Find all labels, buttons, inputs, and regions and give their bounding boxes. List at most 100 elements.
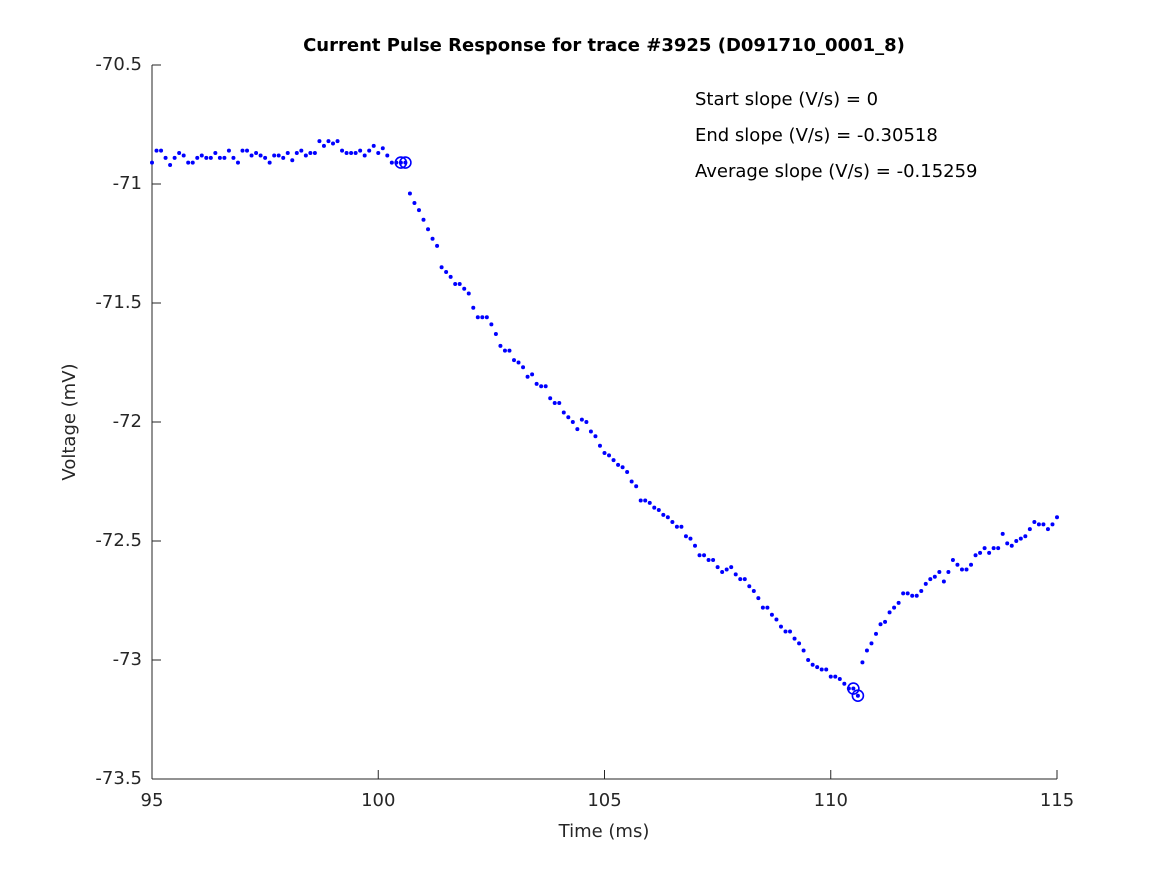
point	[883, 619, 888, 624]
point	[534, 381, 539, 386]
point	[281, 155, 286, 160]
point	[570, 420, 575, 424]
point	[815, 665, 820, 670]
point	[620, 465, 625, 470]
point	[557, 400, 562, 405]
point	[751, 588, 756, 593]
point	[941, 579, 946, 584]
point	[987, 550, 992, 555]
point	[407, 191, 412, 196]
point	[661, 512, 666, 517]
point	[950, 558, 955, 563]
point	[616, 462, 621, 467]
point	[819, 667, 824, 672]
point	[932, 574, 937, 579]
point	[154, 148, 159, 153]
point	[634, 484, 639, 489]
point	[597, 443, 602, 448]
point	[783, 629, 788, 634]
point	[358, 148, 363, 153]
point	[267, 160, 272, 165]
point	[1014, 539, 1019, 543]
point	[923, 581, 928, 586]
point	[842, 681, 847, 686]
point	[254, 151, 259, 156]
point	[878, 622, 883, 627]
x-tick-label: 95	[141, 790, 164, 811]
x-tick-label: 110	[814, 790, 848, 811]
point	[317, 139, 322, 144]
point	[797, 641, 802, 646]
point	[276, 153, 281, 158]
point	[539, 384, 544, 389]
point	[168, 162, 173, 167]
point	[416, 208, 421, 213]
point	[625, 469, 630, 474]
point	[208, 155, 213, 160]
point	[901, 591, 906, 596]
point	[629, 479, 634, 484]
point	[702, 553, 707, 558]
point	[340, 148, 345, 153]
point	[516, 360, 521, 365]
point	[240, 148, 245, 153]
point	[181, 153, 186, 158]
point	[955, 562, 960, 567]
point	[466, 291, 471, 296]
point	[788, 629, 793, 634]
point	[299, 148, 304, 153]
y-tick-label: -72.5	[95, 530, 142, 551]
point	[331, 141, 335, 146]
point	[697, 553, 702, 558]
point	[312, 151, 317, 156]
point	[864, 648, 869, 653]
point	[371, 143, 376, 148]
point	[1027, 527, 1032, 532]
point	[421, 217, 426, 222]
point	[163, 155, 168, 160]
y-tick-label: -73	[113, 649, 142, 670]
point	[679, 524, 684, 529]
point	[1041, 522, 1046, 527]
point	[186, 160, 191, 165]
point	[521, 365, 526, 370]
y-tick-label: -70.5	[95, 54, 142, 75]
point	[665, 515, 670, 520]
point	[412, 201, 417, 206]
point	[760, 605, 765, 610]
marker-circle	[399, 156, 412, 169]
point	[910, 593, 915, 598]
x-tick-label: 105	[587, 790, 621, 811]
y-tick-label: -73.5	[95, 768, 142, 789]
point	[1055, 515, 1059, 520]
point	[498, 343, 503, 348]
point	[1009, 543, 1014, 548]
point	[552, 400, 557, 405]
point	[389, 160, 394, 165]
point	[991, 546, 996, 551]
point	[285, 151, 290, 156]
point	[294, 151, 299, 156]
point	[860, 660, 865, 665]
point	[263, 155, 268, 160]
y-tick-label: -72	[113, 411, 142, 432]
y-tick-label: -71.5	[95, 292, 142, 313]
point	[778, 624, 783, 629]
point	[453, 281, 458, 286]
point	[756, 596, 761, 601]
point	[643, 498, 648, 503]
point	[222, 155, 227, 160]
point	[177, 151, 182, 156]
y-axis-label: Voltage (mV)	[59, 363, 80, 480]
point	[837, 677, 842, 682]
point	[525, 374, 530, 379]
point	[235, 160, 240, 165]
point	[1005, 541, 1010, 546]
x-tick-label: 115	[1040, 790, 1074, 811]
point	[652, 505, 657, 510]
point	[855, 693, 860, 698]
point	[471, 305, 476, 310]
point	[747, 584, 752, 589]
